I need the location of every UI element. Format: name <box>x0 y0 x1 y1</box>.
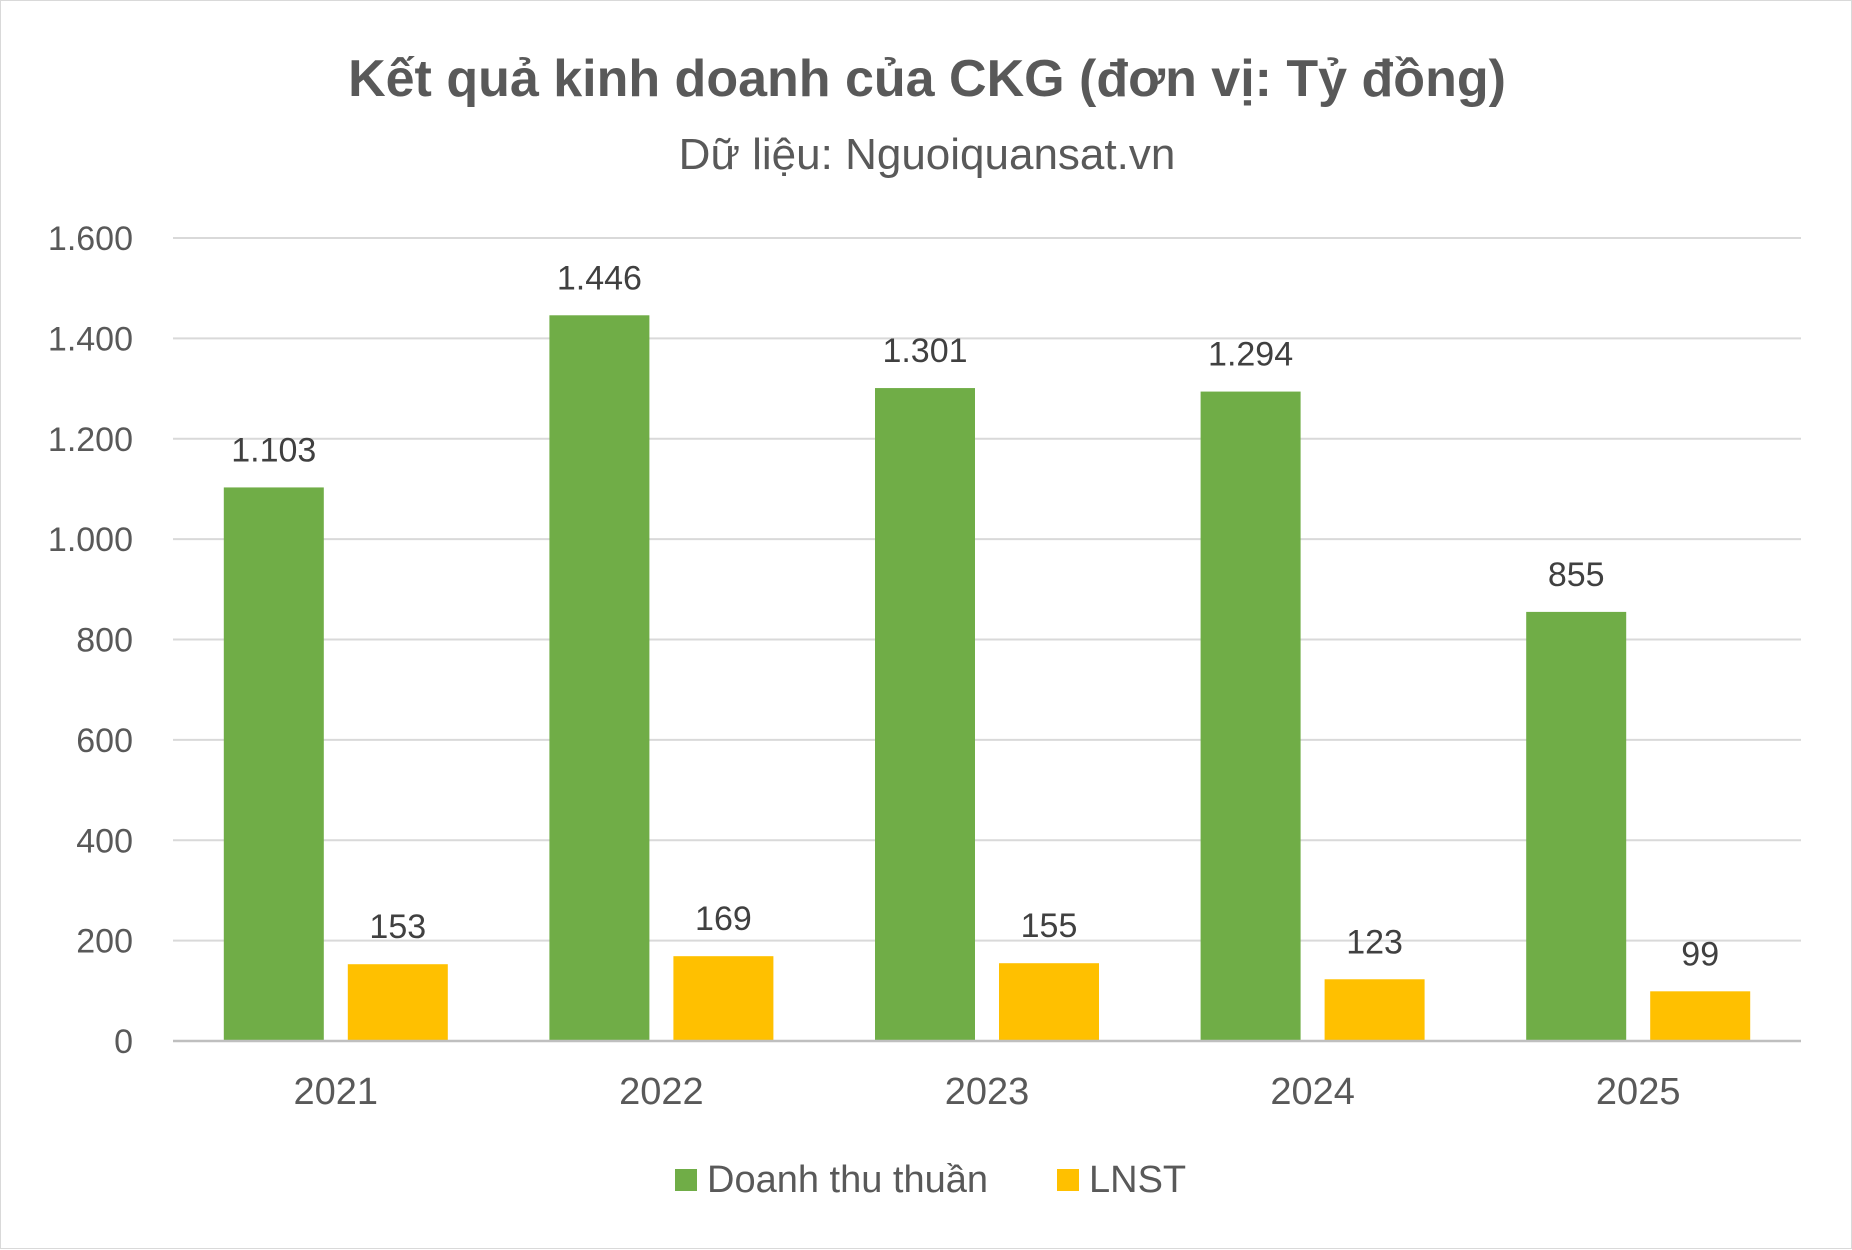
legend-label: LNST <box>1089 1159 1186 1201</box>
chart-subtitle: Dữ liệu: Nguoiquansat.vn <box>679 130 1176 179</box>
legend-label: Doanh thu thuần <box>707 1159 988 1201</box>
x-axis-ticks: 2021 2022 2023 2024 2025 <box>294 1071 1681 1113</box>
bars <box>223 315 1751 1042</box>
x-tick-label: 2024 <box>1270 1071 1355 1113</box>
bar-doanh-thu-thuan-2021 <box>223 487 324 1041</box>
bar-lnst-2022 <box>673 956 774 1041</box>
bar-lnst-2021 <box>347 964 448 1041</box>
data-label: 155 <box>1021 907 1078 945</box>
y-tick-label: 600 <box>76 722 133 760</box>
data-label: 1.446 <box>557 259 642 297</box>
x-tick-label: 2021 <box>294 1071 379 1113</box>
data-labels: 1.103 153 1.446 169 1.301 155 1.294 123 855 99 <box>231 259 1719 973</box>
y-tick-label: 1.400 <box>48 320 133 358</box>
bar-lnst-2025 <box>1650 991 1751 1041</box>
y-tick-label: 800 <box>76 622 133 660</box>
data-label: 1.103 <box>231 431 316 469</box>
bar-doanh-thu-thuan-2022 <box>549 315 650 1041</box>
legend-swatch <box>1057 1169 1079 1191</box>
bar-lnst-2023 <box>999 963 1099 1041</box>
bar-doanh-thu-thuan-2023 <box>875 388 975 1041</box>
y-tick-label: 1.200 <box>48 421 133 459</box>
data-label: 169 <box>695 900 752 938</box>
y-tick-label: 1.600 <box>48 220 133 258</box>
x-tick-label: 2023 <box>945 1071 1030 1113</box>
data-label: 855 <box>1548 556 1605 594</box>
bar-doanh-thu-thuan-2024 <box>1200 391 1301 1042</box>
gridlines <box>173 237 1801 942</box>
data-label: 1.294 <box>1208 336 1293 374</box>
bar-lnst-2024 <box>1324 979 1425 1041</box>
y-axis-ticks: 0 200 400 600 800 1.000 1.200 1.400 1.600 <box>48 220 133 1061</box>
data-label: 1.301 <box>882 332 967 370</box>
y-tick-label: 0 <box>114 1023 133 1061</box>
legend: Doanh thu thuần LNST <box>675 1159 1186 1201</box>
y-tick-label: 400 <box>76 822 133 860</box>
data-label: 123 <box>1346 923 1403 961</box>
y-tick-label: 200 <box>76 923 133 961</box>
bar-doanh-thu-thuan-2025 <box>1526 611 1627 1041</box>
legend-swatch <box>675 1169 697 1191</box>
data-label: 99 <box>1681 935 1719 973</box>
x-tick-label: 2025 <box>1596 1071 1681 1113</box>
x-tick-label: 2022 <box>619 1071 704 1113</box>
y-tick-label: 1.000 <box>48 521 133 559</box>
chart-title: Kết quả kinh doanh của CKG (đơn vị: Tỷ đ… <box>348 50 1506 108</box>
data-label: 153 <box>369 908 426 946</box>
